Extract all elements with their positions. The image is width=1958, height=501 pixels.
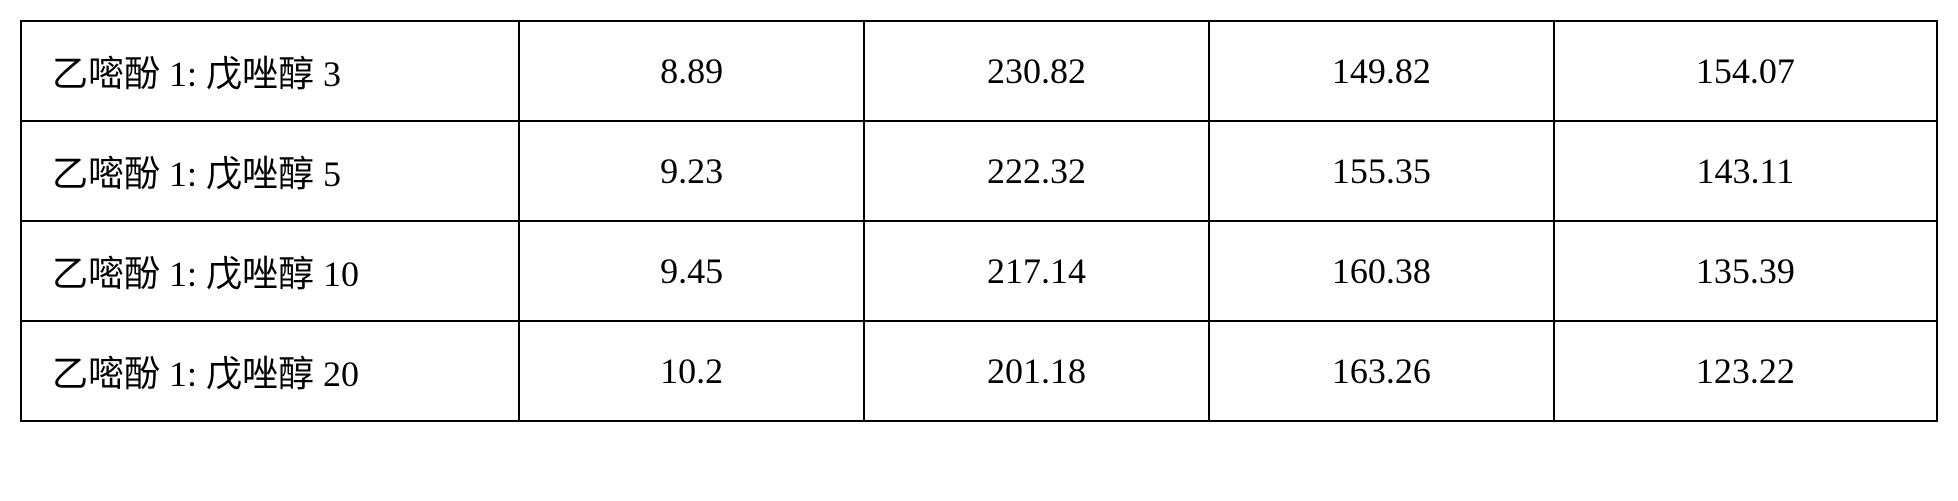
cell-value: 163.26 <box>1209 321 1554 421</box>
cell-value: 8.89 <box>519 21 864 121</box>
data-table: 乙嘧酚 1: 戊唑醇 3 8.89 230.82 149.82 154.07 乙… <box>20 20 1938 422</box>
cell-label: 乙嘧酚 1: 戊唑醇 5 <box>21 121 519 221</box>
cell-value: 10.2 <box>519 321 864 421</box>
cell-label: 乙嘧酚 1: 戊唑醇 3 <box>21 21 519 121</box>
cell-value: 155.35 <box>1209 121 1554 221</box>
cell-value: 135.39 <box>1554 221 1937 321</box>
cell-label: 乙嘧酚 1: 戊唑醇 10 <box>21 221 519 321</box>
table-row: 乙嘧酚 1: 戊唑醇 5 9.23 222.32 155.35 143.11 <box>21 121 1937 221</box>
cell-value: 149.82 <box>1209 21 1554 121</box>
cell-value: 217.14 <box>864 221 1209 321</box>
table-row: 乙嘧酚 1: 戊唑醇 10 9.45 217.14 160.38 135.39 <box>21 221 1937 321</box>
data-table-wrapper: 乙嘧酚 1: 戊唑醇 3 8.89 230.82 149.82 154.07 乙… <box>20 20 1938 422</box>
table-row: 乙嘧酚 1: 戊唑醇 20 10.2 201.18 163.26 123.22 <box>21 321 1937 421</box>
cell-value: 9.45 <box>519 221 864 321</box>
table-row: 乙嘧酚 1: 戊唑醇 3 8.89 230.82 149.82 154.07 <box>21 21 1937 121</box>
cell-value: 123.22 <box>1554 321 1937 421</box>
cell-value: 154.07 <box>1554 21 1937 121</box>
cell-value: 201.18 <box>864 321 1209 421</box>
cell-value: 230.82 <box>864 21 1209 121</box>
cell-label: 乙嘧酚 1: 戊唑醇 20 <box>21 321 519 421</box>
cell-value: 143.11 <box>1554 121 1937 221</box>
cell-value: 160.38 <box>1209 221 1554 321</box>
cell-value: 222.32 <box>864 121 1209 221</box>
cell-value: 9.23 <box>519 121 864 221</box>
